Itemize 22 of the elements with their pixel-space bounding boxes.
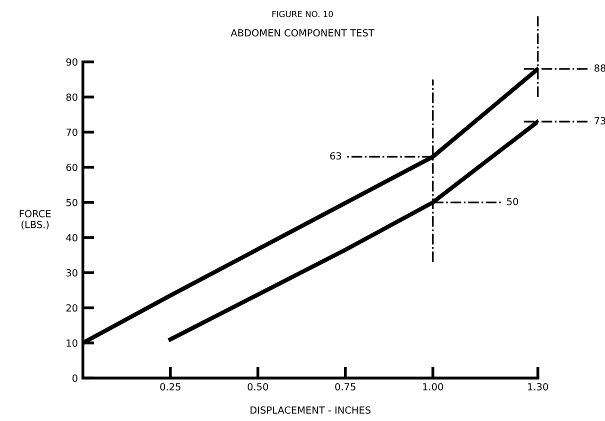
y-tick-label: 0 xyxy=(72,374,78,382)
x-tick-label: 0.75 xyxy=(335,383,356,390)
y-axis-title: FORCE (LBS.) xyxy=(20,210,51,230)
y-tick-label: 20 xyxy=(66,304,78,312)
y-tick-label: 10 xyxy=(66,339,78,347)
x-tick-label: 1.00 xyxy=(423,383,444,390)
y-tick-label: 60 xyxy=(66,164,78,172)
ref-line-label: 50 xyxy=(507,198,518,206)
y-tick-label: 30 xyxy=(66,269,78,276)
x-axis-title: DISPLACEMENT - INCHES xyxy=(250,406,371,414)
ref-line-label: 63 xyxy=(330,152,342,160)
y-tick-label: 70 xyxy=(66,128,78,136)
x-tick-label: 0.50 xyxy=(248,383,268,390)
y-tick-label: 50 xyxy=(66,198,78,206)
y-tick-label: 90 xyxy=(66,58,78,66)
y-tick-label: 40 xyxy=(66,234,78,242)
chart-title: FIGURE NO. 10 xyxy=(272,10,333,18)
chart-subtitle: ABDOMEN COMPONENT TEST xyxy=(230,29,374,36)
y-tick-label: 80 xyxy=(66,93,78,101)
x-tick-label: 0.25 xyxy=(160,383,180,390)
x-tick-label: 1.30 xyxy=(528,383,548,390)
ref-line-label: 73 xyxy=(594,117,605,124)
